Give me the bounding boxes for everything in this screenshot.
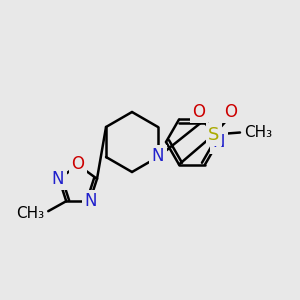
Text: S: S (208, 125, 220, 143)
Text: CH₃: CH₃ (16, 206, 44, 221)
Text: O: O (71, 155, 85, 173)
Text: N: N (85, 192, 97, 210)
Text: N: N (152, 147, 164, 165)
Text: O: O (224, 103, 238, 121)
Text: N: N (52, 170, 64, 188)
Text: N: N (213, 133, 225, 151)
Text: O: O (193, 103, 206, 121)
Text: CH₃: CH₃ (244, 125, 272, 140)
